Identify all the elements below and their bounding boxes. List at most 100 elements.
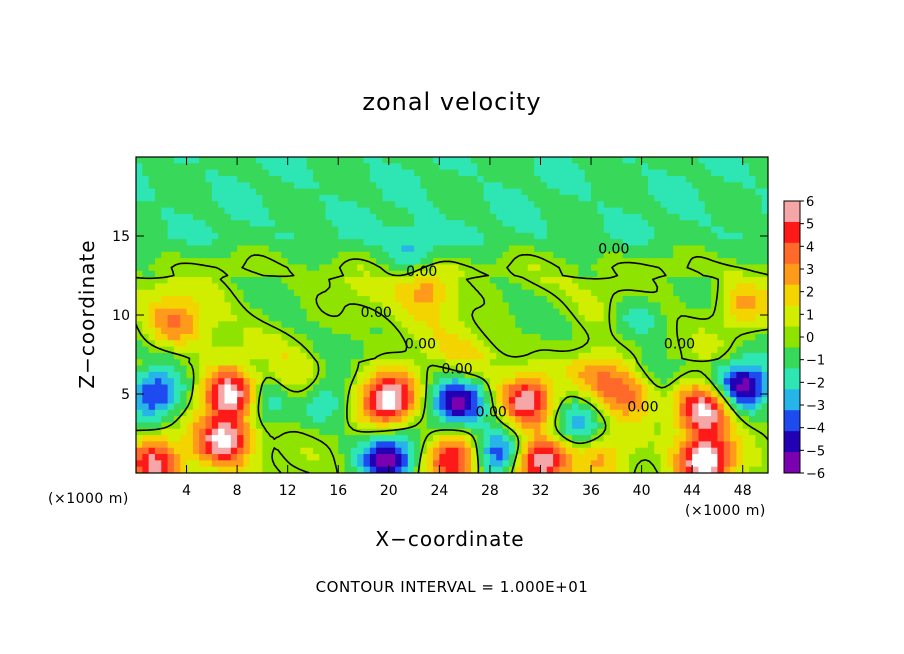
heatmap-cell bbox=[540, 327, 548, 335]
heatmap-cell bbox=[540, 378, 548, 386]
heatmap-cell bbox=[647, 371, 655, 379]
heatmap-cell bbox=[622, 321, 630, 329]
heatmap-cell bbox=[477, 296, 485, 303]
heatmap-cell bbox=[224, 466, 232, 473]
heatmap-cell bbox=[761, 409, 768, 417]
heatmap-cell bbox=[249, 175, 257, 183]
heatmap-cell bbox=[654, 296, 662, 303]
heatmap-cell bbox=[597, 232, 605, 240]
heatmap-cell bbox=[180, 201, 188, 209]
heatmap-cell bbox=[508, 403, 516, 411]
heatmap-cell bbox=[622, 346, 630, 354]
heatmap-cell bbox=[584, 321, 592, 329]
heatmap-cell bbox=[647, 289, 655, 297]
heatmap-cell bbox=[426, 397, 434, 405]
heatmap-cell bbox=[420, 403, 428, 411]
heatmap-cell bbox=[281, 378, 289, 386]
heatmap-cell bbox=[312, 194, 320, 202]
heatmap-cell bbox=[294, 270, 301, 278]
heatmap-cell bbox=[723, 226, 731, 234]
heatmap-cell bbox=[300, 422, 308, 430]
heatmap-cell bbox=[306, 296, 314, 303]
heatmap-cell bbox=[610, 397, 617, 405]
heatmap-cell bbox=[325, 397, 333, 405]
heatmap-cell bbox=[578, 283, 586, 291]
heatmap-cell bbox=[755, 409, 763, 417]
heatmap-cell bbox=[603, 264, 611, 272]
heatmap-cell bbox=[439, 333, 447, 341]
heatmap-cell bbox=[572, 428, 579, 436]
heatmap-cell bbox=[275, 169, 282, 177]
heatmap-cell bbox=[610, 403, 617, 411]
heatmap-cell bbox=[603, 296, 611, 303]
heatmap-cell bbox=[692, 454, 700, 461]
heatmap-cell bbox=[483, 213, 491, 221]
heatmap-cell bbox=[136, 213, 143, 221]
heatmap-cell bbox=[673, 207, 681, 215]
heatmap-cell bbox=[692, 466, 700, 473]
heatmap-cell bbox=[470, 397, 478, 405]
heatmap-cell bbox=[673, 359, 681, 367]
heatmap-cell bbox=[369, 296, 377, 303]
heatmap-cell bbox=[749, 251, 756, 259]
heatmap-cell bbox=[647, 277, 655, 284]
heatmap-cell bbox=[161, 416, 169, 424]
heatmap-cell bbox=[439, 201, 447, 209]
heatmap-cell bbox=[755, 283, 763, 291]
heatmap-cell bbox=[287, 327, 295, 335]
heatmap-cell bbox=[287, 157, 295, 164]
heatmap-cell bbox=[565, 384, 573, 392]
heatmap-cell bbox=[363, 346, 371, 354]
heatmap-cell bbox=[275, 182, 282, 190]
heatmap-cell bbox=[433, 302, 440, 310]
heatmap-cell bbox=[470, 245, 478, 253]
heatmap-cell bbox=[660, 315, 668, 322]
heatmap-cell bbox=[142, 169, 150, 177]
heatmap-cell bbox=[685, 289, 693, 297]
heatmap-cell bbox=[565, 428, 573, 436]
heatmap-cell bbox=[401, 264, 409, 272]
heatmap-cell bbox=[388, 447, 396, 455]
heatmap-cell bbox=[679, 346, 687, 354]
heatmap-cell bbox=[521, 169, 529, 177]
heatmap-cell bbox=[749, 270, 756, 278]
heatmap-cell bbox=[439, 352, 447, 360]
heatmap-cell bbox=[755, 340, 763, 348]
heatmap-cell bbox=[300, 359, 308, 367]
heatmap-cell bbox=[755, 352, 763, 360]
heatmap-cell bbox=[180, 163, 188, 171]
heatmap-cell bbox=[698, 454, 706, 461]
heatmap-cell bbox=[306, 384, 314, 392]
heatmap-cell bbox=[673, 251, 681, 259]
heatmap-cell bbox=[628, 169, 636, 177]
heatmap-cell bbox=[458, 359, 466, 367]
heatmap-cell bbox=[344, 251, 352, 259]
heatmap-cell bbox=[167, 390, 175, 398]
heatmap-cell bbox=[628, 157, 636, 164]
heatmap-cell bbox=[761, 194, 768, 202]
heatmap-cell bbox=[218, 359, 226, 367]
heatmap-cell bbox=[414, 315, 421, 322]
heatmap-cell bbox=[369, 327, 377, 335]
heatmap-cell bbox=[711, 289, 719, 297]
heatmap-cell bbox=[338, 264, 346, 272]
heatmap-cell bbox=[610, 270, 617, 278]
heatmap-cell bbox=[173, 201, 181, 209]
heatmap-cell bbox=[142, 245, 150, 253]
heatmap-cell bbox=[136, 258, 143, 266]
heatmap-cell bbox=[749, 315, 756, 322]
heatmap-cell bbox=[679, 251, 687, 259]
heatmap-cell bbox=[205, 270, 213, 278]
heatmap-cell bbox=[666, 264, 674, 272]
heatmap-cell bbox=[230, 239, 238, 247]
heatmap-cell bbox=[755, 213, 763, 221]
heatmap-cell bbox=[477, 182, 485, 190]
heatmap-cell bbox=[148, 258, 156, 266]
heatmap-cell bbox=[306, 232, 314, 240]
heatmap-cell bbox=[300, 296, 308, 303]
heatmap-cell bbox=[628, 251, 636, 259]
heatmap-cell bbox=[218, 232, 226, 240]
heatmap-cell bbox=[173, 308, 181, 316]
heatmap-cell bbox=[553, 315, 561, 322]
heatmap-cell bbox=[300, 346, 308, 354]
